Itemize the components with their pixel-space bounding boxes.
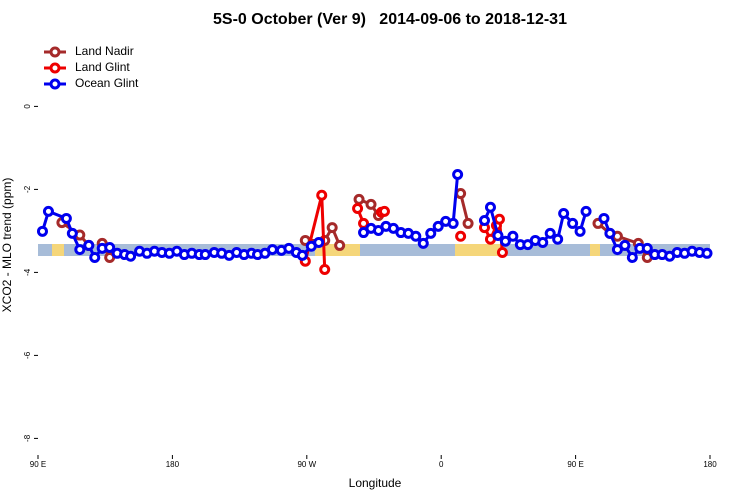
legend-marker xyxy=(49,46,61,58)
x-tick-label: 90 E xyxy=(567,460,583,469)
point xyxy=(104,242,116,253)
point xyxy=(266,244,278,256)
point xyxy=(417,237,429,249)
y-tick-label: -2 xyxy=(23,185,32,193)
land-strip xyxy=(590,244,600,256)
point xyxy=(455,188,467,200)
point xyxy=(410,230,422,242)
x-tick-label: 90 W xyxy=(297,460,316,469)
point xyxy=(378,205,390,217)
point xyxy=(626,251,638,263)
point xyxy=(499,235,511,247)
point xyxy=(484,201,496,213)
point xyxy=(552,233,564,245)
y-tick-label: 0 xyxy=(23,104,32,109)
y-tick-label: -8 xyxy=(23,434,32,442)
point xyxy=(74,244,86,256)
x-tick-label: 90 E xyxy=(30,460,46,469)
point xyxy=(604,227,616,239)
point xyxy=(316,189,328,201)
point xyxy=(42,205,54,217)
point xyxy=(496,246,508,258)
y-tick-label: -6 xyxy=(23,351,32,359)
point xyxy=(432,220,444,232)
x-axis-label: Longitude xyxy=(349,476,402,490)
y-tick-label: -4 xyxy=(23,268,32,276)
point xyxy=(83,239,95,251)
point xyxy=(447,217,459,229)
point xyxy=(455,230,467,242)
point xyxy=(334,239,346,251)
point xyxy=(641,242,653,254)
chart-title: 5S-0 October (Ver 9) 2014-09-06 to 2018-… xyxy=(213,11,567,28)
point xyxy=(544,227,556,239)
point xyxy=(66,227,78,239)
legend-marker xyxy=(49,78,61,90)
point xyxy=(365,198,377,210)
x-tick-label: 180 xyxy=(703,460,717,469)
point xyxy=(558,207,570,219)
point xyxy=(352,202,364,214)
point xyxy=(296,249,308,261)
legend-label: Ocean Glint xyxy=(75,76,139,90)
point xyxy=(701,247,713,259)
point xyxy=(60,212,72,224)
point xyxy=(580,205,592,217)
point xyxy=(326,222,338,234)
point xyxy=(619,239,631,251)
land-strip xyxy=(52,244,64,256)
point xyxy=(36,225,48,237)
point xyxy=(199,249,211,261)
point xyxy=(353,193,365,205)
point xyxy=(313,237,325,249)
point xyxy=(89,251,101,263)
point xyxy=(574,225,586,237)
y-axis-label: XCO2 - MLO trend (ppm) xyxy=(0,178,14,313)
point xyxy=(567,217,579,229)
point xyxy=(479,215,491,227)
legend-marker xyxy=(49,62,61,74)
point xyxy=(493,213,505,225)
point xyxy=(452,168,464,180)
legend-label: Land Nadir xyxy=(75,44,134,58)
point xyxy=(319,263,331,275)
legend-label: Land Glint xyxy=(75,60,130,74)
x-tick-label: 0 xyxy=(439,460,444,469)
point xyxy=(598,212,610,224)
x-tick-label: 180 xyxy=(166,460,180,469)
point xyxy=(537,237,549,249)
point xyxy=(492,229,504,241)
point xyxy=(125,250,137,262)
point xyxy=(425,227,437,239)
point xyxy=(507,230,519,242)
land-strip xyxy=(455,244,503,256)
point xyxy=(462,217,474,229)
